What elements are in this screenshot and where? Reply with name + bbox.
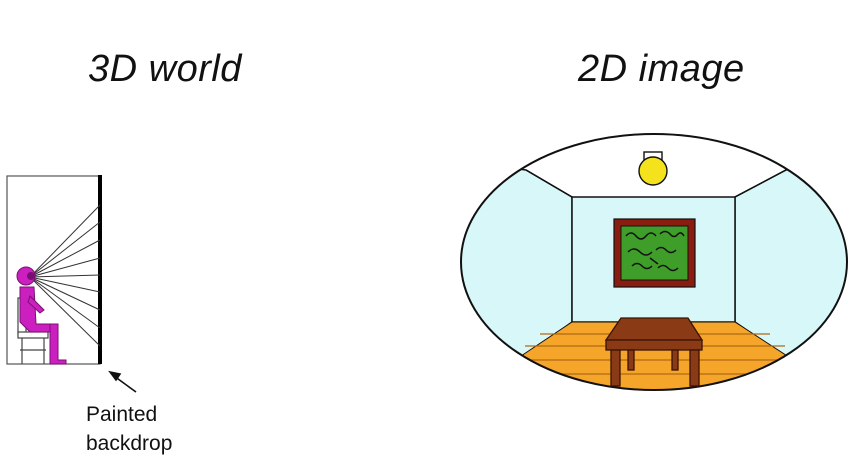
image-frame-oval [460, 133, 848, 391]
right-wall [734, 159, 847, 361]
caption-line-1: Painted [86, 403, 158, 426]
table-icon [604, 317, 704, 387]
ceiling-lamp-icon [638, 151, 668, 186]
seated-viewer-icon [16, 266, 67, 365]
caption-line-2: backdrop [86, 432, 173, 455]
framed-painting-icon [613, 218, 696, 288]
backdrop-arrow [108, 370, 137, 393]
sight-lines [29, 204, 101, 347]
left-panel-title: 3D world [88, 48, 242, 90]
right-panel-title: 2D image [578, 48, 745, 90]
left-wall [461, 159, 573, 361]
backdrop-caption: Painted backdrop [86, 400, 172, 458]
